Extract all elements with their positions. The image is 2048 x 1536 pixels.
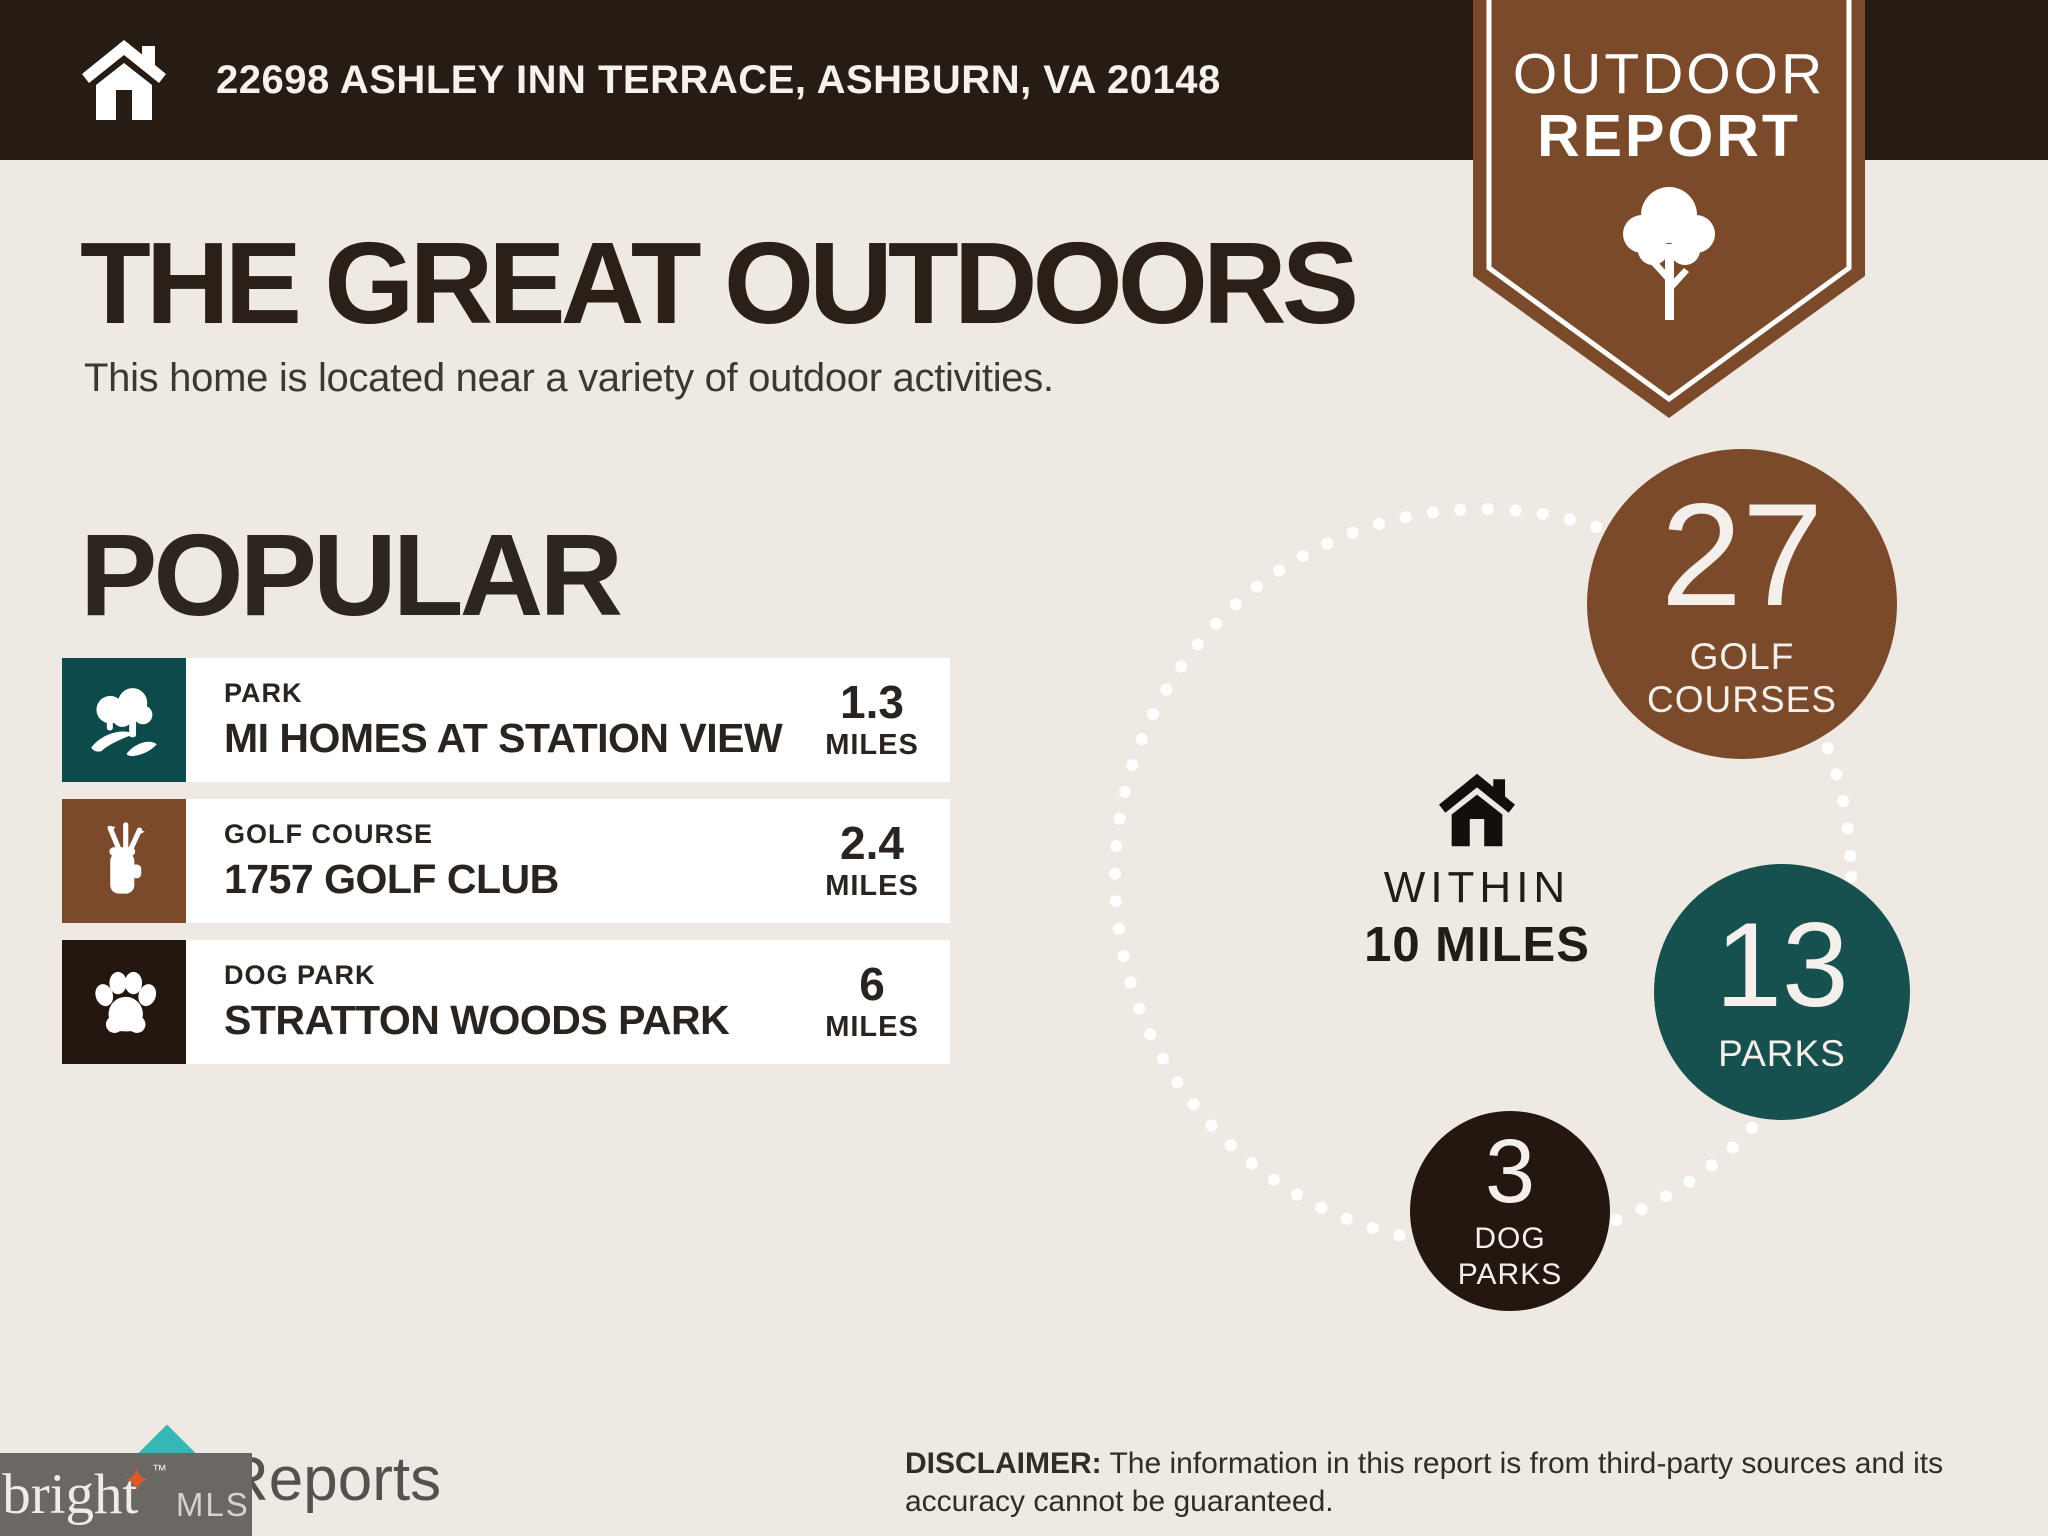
- list-item-body: GOLF COURSE 1757 GOLF CLUB 2.4 MILES: [186, 799, 950, 923]
- stat-value: 13: [1715, 898, 1849, 1033]
- park-trees-icon: [62, 658, 186, 782]
- property-address: 22698 ASHLEY INN TERRACE, ASHBURN, VA 20…: [216, 57, 1221, 102]
- bright-wordmark: bright: [2, 1463, 139, 1526]
- item-name: MI HOMES AT STATION VIEW: [224, 715, 783, 761]
- item-distance: 2.4 MILES: [825, 816, 919, 902]
- list-item-golf-course: GOLF COURSE 1757 GOLF CLUB 2.4 MILES: [62, 799, 950, 923]
- item-category: PARK: [224, 678, 303, 708]
- stat-value: 27: [1660, 473, 1824, 636]
- stat-golf-courses: 27 GOLF COURSES: [1587, 449, 1897, 759]
- within-radius-label: WITHIN 10 MILES: [1342, 772, 1612, 973]
- list-item-park: PARK MI HOMES AT STATION VIEW 1.3 MILES: [62, 658, 950, 782]
- brightmls-logo: bright ✦ ™ MLS: [0, 1453, 252, 1536]
- popular-list: PARK MI HOMES AT STATION VIEW 1.3 MILES: [62, 658, 950, 1064]
- sparkle-icon: ✦: [122, 1461, 151, 1500]
- trademark-symbol: ™: [151, 1462, 167, 1479]
- golf-bag-icon: [62, 799, 186, 923]
- stat-value: 3: [1484, 1121, 1536, 1222]
- outdoor-report-badge: OUTDOOR REPORT: [1473, 0, 1865, 422]
- item-name: STRATTON WOODS PARK: [224, 997, 730, 1043]
- badge-line2: REPORT: [1537, 103, 1801, 169]
- item-distance: 1.3 MILES: [825, 675, 919, 761]
- item-category: DOG PARK: [224, 960, 376, 990]
- tree-icon: [1623, 187, 1715, 320]
- stat-parks: 13 PARKS: [1654, 864, 1910, 1120]
- home-icon: [82, 40, 166, 120]
- list-item-body: DOG PARK STRATTON WOODS PARK 6 MILES: [186, 940, 950, 1064]
- mls-wordmark: MLS: [175, 1485, 250, 1523]
- pennant-inner-border: [1486, 0, 1852, 403]
- page-title: THE GREAT OUTDOORS: [80, 218, 1359, 348]
- badge-line1: OUTDOOR: [1513, 42, 1825, 106]
- page-subtitle: This home is located near a variety of o…: [84, 356, 1054, 400]
- list-item-body: PARK MI HOMES AT STATION VIEW 1.3 MILES: [186, 658, 950, 782]
- disclaimer-text: DISCLAIMER: The information in this repo…: [905, 1447, 1944, 1518]
- stat-label: DOG PARKS: [1457, 1222, 1563, 1291]
- paw-icon: [62, 940, 186, 1064]
- item-distance: 6 MILES: [825, 957, 919, 1043]
- stat-dog-parks: 3 DOG PARKS: [1410, 1111, 1610, 1311]
- item-name: 1757 GOLF CLUB: [224, 856, 559, 902]
- popular-section-title: POPULAR: [80, 510, 623, 640]
- within-text: WITHIN: [1383, 863, 1571, 912]
- item-category: GOLF COURSE: [224, 819, 434, 849]
- list-item-dog-park: DOG PARK STRATTON WOODS PARK 6 MILES: [62, 940, 950, 1064]
- reports-logo-text: Reports: [224, 1445, 442, 1514]
- disclaimer-label: DISCLAIMER:: [905, 1447, 1102, 1480]
- stat-label: GOLF COURSES: [1647, 635, 1837, 721]
- radius-distance-text: 10 MILES: [1364, 918, 1590, 972]
- stat-label: PARKS: [1718, 1033, 1846, 1075]
- house-icon: [1439, 773, 1515, 847]
